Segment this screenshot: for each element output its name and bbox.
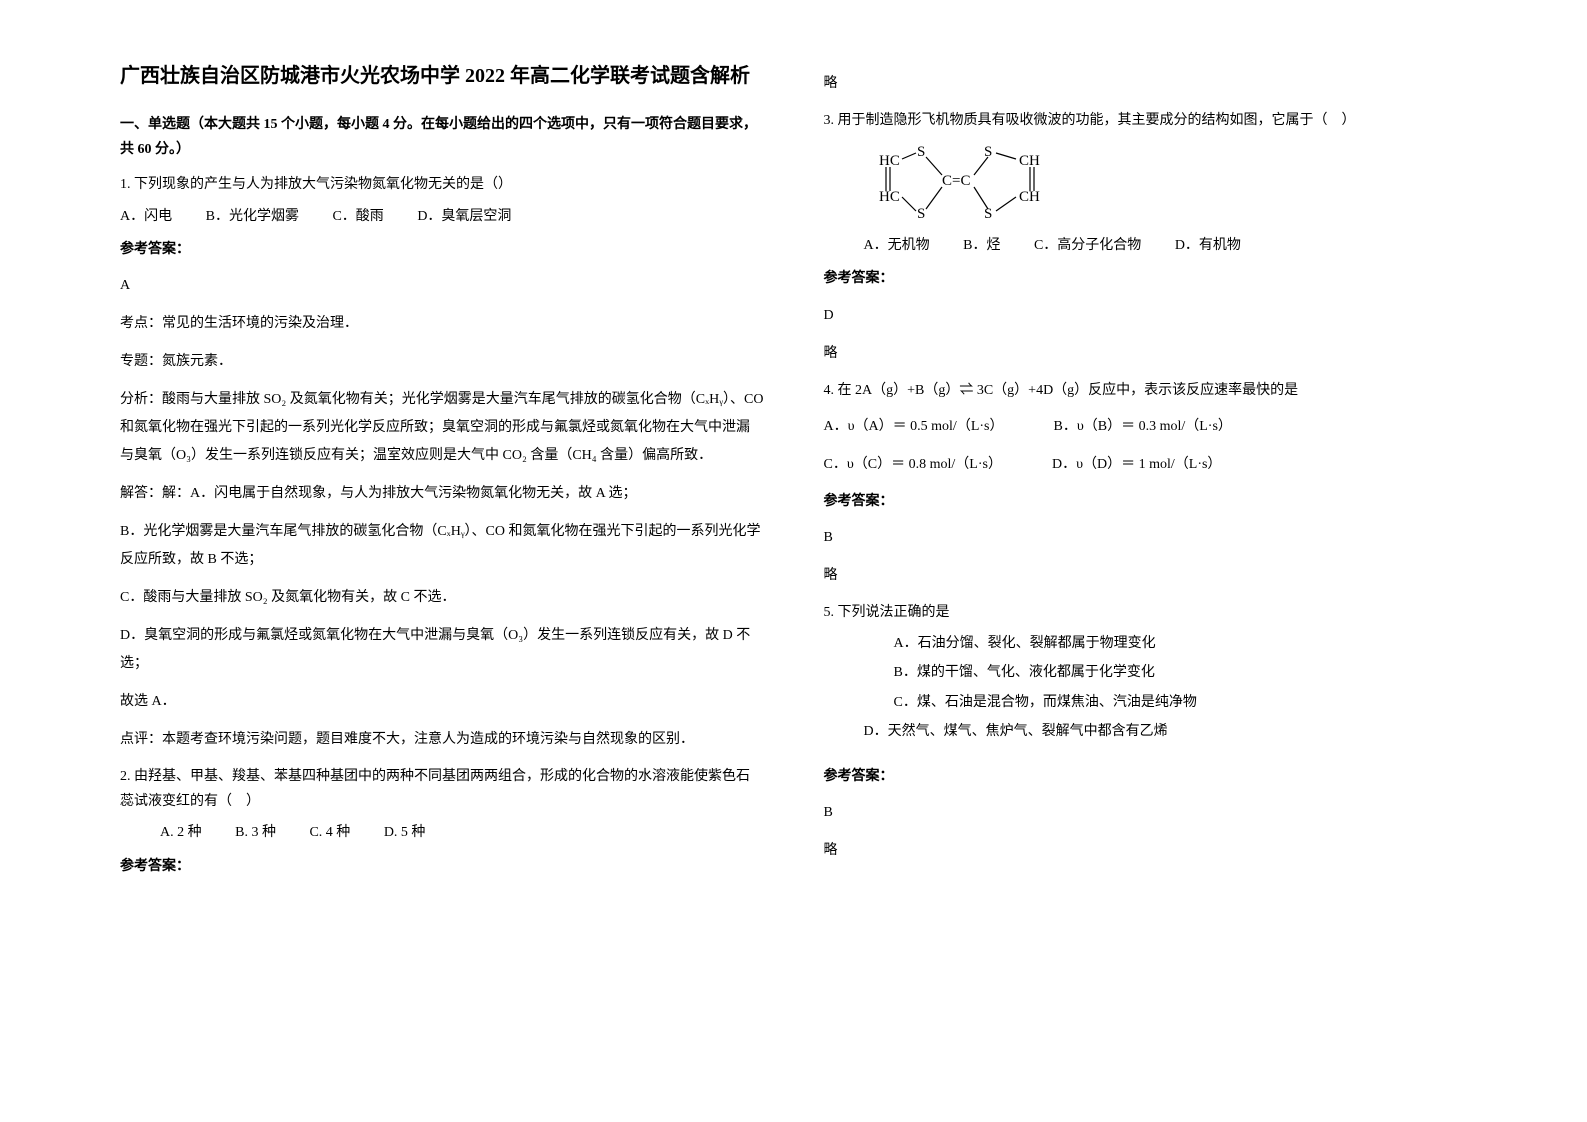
molecule-diagram: HC HC S S S S CH CH C=C bbox=[864, 143, 1468, 223]
q1-dianping: 点评：本题考查环境污染问题，题目难度不大，注意人为造成的环境污染与自然现象的区别… bbox=[120, 726, 764, 754]
q4-options-row2: C．υ（C）＝ 0.8 mol/（L·s） D．υ（D）＝ 1 mol/（L·s… bbox=[824, 451, 1468, 479]
q2-answer-label: 参考答案： bbox=[120, 854, 764, 879]
q5-answer-label: 参考答案： bbox=[824, 764, 1468, 789]
q2-opt-b: B. 3 种 bbox=[235, 825, 276, 840]
q1-opt-a: A．闪电 bbox=[120, 209, 172, 224]
q5-opt-b: B．煤的干馏、气化、液化都属于化学变化 bbox=[894, 660, 1468, 685]
q4-opt-c: C．υ（C）＝ 0.8 mol/（L·s） bbox=[824, 451, 1002, 479]
q1-opt-d: D．臭氧层空洞 bbox=[417, 209, 511, 224]
page-title: 广西壮族自治区防城港市火光农场中学 2022 年高二化学联考试题含解析 bbox=[120, 60, 764, 92]
q2-options: A. 2 种 B. 3 种 C. 4 种 D. 5 种 bbox=[160, 820, 764, 845]
q5-opt-c: C．煤、石油是混合物，而煤焦油、汽油是纯净物 bbox=[894, 690, 1468, 715]
q5-lue: 略 bbox=[824, 837, 1468, 865]
q5-answer: B bbox=[824, 799, 1468, 827]
q4-opt-a: A．υ（A）＝ 0.5 mol/（L·s） bbox=[824, 413, 1004, 441]
svg-text:HC: HC bbox=[879, 189, 900, 205]
svg-text:S: S bbox=[917, 206, 925, 222]
svg-text:HC: HC bbox=[879, 153, 900, 169]
q3-stem: 3. 用于制造隐形飞机物质具有吸收微波的功能，其主要成分的结构如图，它属于（ ） bbox=[824, 108, 1468, 133]
q1-answer-label: 参考答案： bbox=[120, 237, 764, 262]
q1-zhuanti: 专题：氮族元素． bbox=[120, 348, 764, 376]
q1-opt-b: B．光化学烟雾 bbox=[206, 209, 299, 224]
q5-stem: 5. 下列说法正确的是 bbox=[824, 600, 1468, 625]
q2-opt-a: A. 2 种 bbox=[160, 825, 202, 840]
q4-answer-label: 参考答案： bbox=[824, 489, 1468, 514]
svg-text:CH: CH bbox=[1019, 153, 1040, 169]
q4-lue: 略 bbox=[824, 562, 1468, 590]
q4-answer: B bbox=[824, 524, 1468, 552]
q1-stem: 1. 下列现象的产生与人为排放大气污染物氮氧化物无关的是（） bbox=[120, 172, 764, 197]
q3-options: A．无机物 B．烃 C．高分子化合物 D．有机物 bbox=[864, 233, 1468, 258]
q4-opt-b: B．υ（B）＝ 0.3 mol/（L·s） bbox=[1053, 413, 1231, 441]
q1-guxuan: 故选 A． bbox=[120, 688, 764, 716]
q3-answer: D bbox=[824, 302, 1468, 330]
svg-text:C=C: C=C bbox=[942, 173, 970, 189]
q3-opt-a: A．无机物 bbox=[864, 238, 930, 253]
q2-opt-c: C. 4 种 bbox=[309, 825, 350, 840]
q1-options: A．闪电 B．光化学烟雾 C．酸雨 D．臭氧层空洞 bbox=[120, 204, 764, 229]
q3-opt-b: B．烃 bbox=[963, 238, 1000, 253]
svg-text:S: S bbox=[917, 144, 925, 160]
q1-jieda-c: C．酸雨与大量排放 SO₂ 及氮氧化物有关，故 C 不选． bbox=[120, 584, 764, 612]
q1-opt-c: C．酸雨 bbox=[332, 209, 383, 224]
q1-fenxi: 分析：酸雨与大量排放 SO₂ 及氮氧化物有关；光化学烟雾是大量汽车尾气排放的碳氢… bbox=[120, 386, 764, 470]
q1-jieda-a: 解答：解：A．闪电属于自然现象，与人为排放大气污染物氮氧化物无关，故 A 选； bbox=[120, 480, 764, 508]
q2-stem: 2. 由羟基、甲基、羧基、苯基四种基团中的两种不同基团两两组合，形成的化合物的水… bbox=[120, 764, 764, 814]
q2-opt-d: D. 5 种 bbox=[384, 825, 426, 840]
q5-opt-d: D．天然气、煤气、焦炉气、裂解气中都含有乙烯 bbox=[864, 719, 1468, 744]
q3-answer-label: 参考答案： bbox=[824, 266, 1468, 291]
q3-opt-c: C．高分子化合物 bbox=[1034, 238, 1141, 253]
section-header: 一、单选题（本大题共 15 个小题，每小题 4 分。在每小题给出的四个选项中，只… bbox=[120, 112, 764, 162]
q2-lue: 略 bbox=[824, 70, 1468, 98]
q4-opt-d: D．υ（D）＝ 1 mol/（L·s） bbox=[1052, 451, 1221, 479]
q1-kaodian: 考点：常见的生活环境的污染及治理． bbox=[120, 310, 764, 338]
q1-jieda-b: B．光化学烟雾是大量汽车尾气排放的碳氢化合物（CₓHᵧ）、CO 和氮氧化物在强光… bbox=[120, 518, 764, 574]
svg-text:CH: CH bbox=[1019, 189, 1040, 205]
q5-options: A．石油分馏、裂化、裂解都属于物理变化 B．煤的干馏、气化、液化都属于化学变化 … bbox=[824, 631, 1468, 744]
q3-lue: 略 bbox=[824, 340, 1468, 368]
q1-answer: A bbox=[120, 272, 764, 300]
q4-options-row1: A．υ（A）＝ 0.5 mol/（L·s） B．υ（B）＝ 0.3 mol/（L… bbox=[824, 413, 1468, 441]
q4-stem: 4. 在 2A（g）+B（g）⇌ 3C（g）+4D（g）反应中，表示该反应速率最… bbox=[824, 378, 1468, 403]
q5-opt-a: A．石油分馏、裂化、裂解都属于物理变化 bbox=[894, 631, 1468, 656]
q1-jieda-d: D．臭氧空洞的形成与氟氯烃或氮氧化物在大气中泄漏与臭氧（O₃）发生一系列连锁反应… bbox=[120, 622, 764, 678]
q3-opt-d: D．有机物 bbox=[1175, 238, 1241, 253]
